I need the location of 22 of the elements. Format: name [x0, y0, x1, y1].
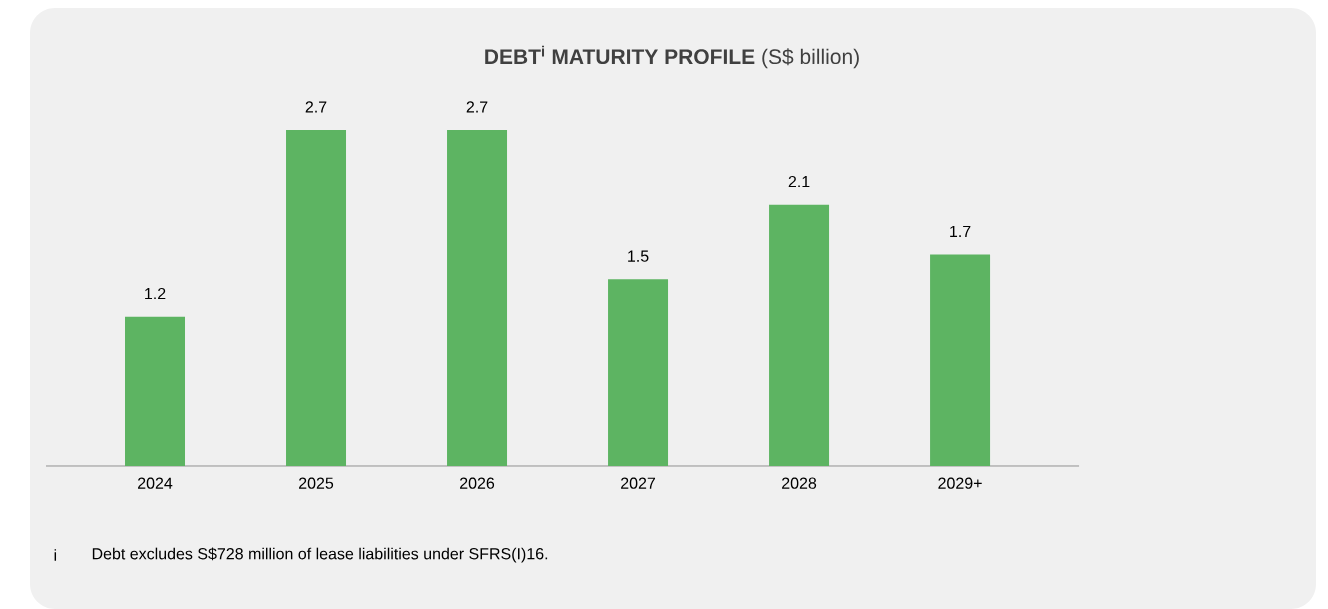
bar: [608, 279, 669, 466]
chart-title: DEBT$^{i}$ MATURITY PROFILE: [485, 45, 755, 65]
bar: [286, 129, 347, 466]
data-label: 1.7: [950, 225, 971, 237]
data-label: 1.5: [628, 250, 649, 262]
data-label: 2.1: [788, 175, 810, 188]
x-tick-label: 2027: [621, 477, 656, 489]
x-tick-label: 2028: [782, 477, 817, 489]
bar: [769, 204, 830, 466]
data-label: 2.7: [305, 101, 327, 113]
x-tick-label: 2024: [138, 477, 173, 489]
x-tick-label: 2026: [460, 477, 495, 489]
text: Debt excludes S$728 million of lease liabilities under SFRS(I)16.: [92, 547, 548, 563]
bar: [930, 254, 991, 466]
text: i: [54, 549, 57, 561]
chart-subtitle: (S$ billion): [762, 48, 859, 69]
x-tick-label: 2025: [299, 477, 334, 489]
x-tick-label: 2029+: [938, 477, 982, 489]
data-label: 1.2: [145, 287, 166, 300]
bar: [447, 129, 508, 466]
bar: [125, 316, 186, 466]
data-label: 2.7: [466, 101, 488, 113]
